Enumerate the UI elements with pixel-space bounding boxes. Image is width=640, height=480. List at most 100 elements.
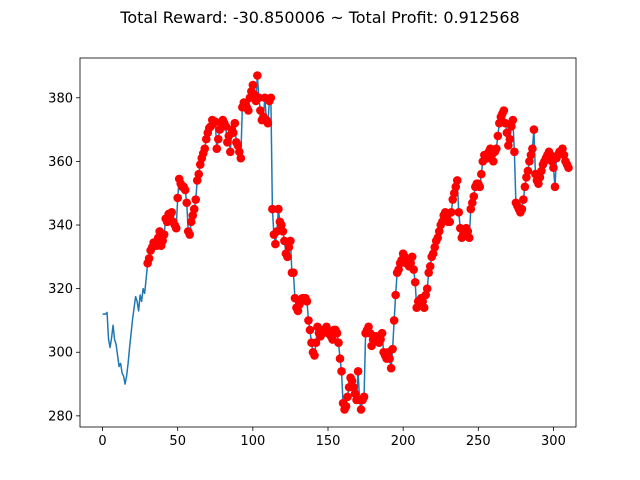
trade-marker	[410, 277, 420, 287]
trade-marker	[271, 239, 280, 249]
trade-marker	[353, 367, 363, 376]
trade-marker	[335, 354, 345, 363]
trade-marker	[159, 230, 169, 239]
trade-marker	[272, 227, 282, 236]
trade-marker	[386, 363, 396, 373]
trade-marker	[244, 106, 253, 115]
trade-marker	[144, 254, 154, 263]
x-tick-label: 200	[391, 434, 416, 449]
trade-marker	[289, 268, 298, 278]
trade-marker	[171, 223, 181, 233]
trade-marker	[191, 195, 201, 204]
trade-marker	[464, 233, 474, 243]
x-tick-label: 250	[466, 434, 491, 449]
trade-marker	[528, 144, 537, 153]
trade-marker	[505, 134, 515, 144]
trade-marker	[508, 115, 518, 125]
trade-marker	[310, 351, 319, 360]
x-tick-label: 0	[98, 434, 106, 449]
trade-markers	[143, 71, 573, 414]
trade-marker	[385, 354, 394, 363]
trade-marker	[510, 147, 519, 157]
trade-marker	[283, 252, 292, 262]
trade-marker	[212, 144, 222, 153]
trade-marker	[266, 93, 276, 103]
y-tick-label: 380	[48, 91, 73, 106]
x-axis: 0 50 100 150 200 250 300	[98, 427, 566, 449]
trade-marker	[337, 367, 346, 376]
trade-marker	[302, 297, 312, 306]
trade-marker	[189, 204, 199, 214]
y-axis: 280 300 320 340 360 380	[48, 91, 80, 424]
trade-marker	[493, 131, 503, 141]
trade-marker	[425, 262, 435, 271]
trade-marker	[263, 118, 273, 128]
trade-marker	[343, 392, 352, 402]
trade-marker	[529, 125, 539, 134]
trade-marker	[229, 128, 238, 138]
trade-marker	[359, 392, 369, 402]
y-tick-label: 340	[48, 219, 73, 234]
trade-marker	[254, 93, 264, 103]
trade-marker	[391, 290, 400, 300]
chart-title: Total Reward: -30.850006 ~ Total Profit:…	[119, 8, 519, 27]
trade-marker	[489, 157, 498, 166]
trade-marker	[519, 195, 528, 204]
x-tick-label: 300	[541, 434, 566, 449]
trade-marker	[549, 163, 558, 173]
trade-marker	[280, 236, 289, 246]
trade-marker	[173, 193, 182, 203]
y-tick-label: 320	[48, 282, 73, 297]
trade-marker	[200, 144, 210, 153]
trade-marker	[452, 176, 462, 185]
trade-marker	[248, 80, 258, 90]
x-tick-label: 100	[240, 434, 265, 449]
trade-marker	[389, 316, 399, 325]
y-tick-label: 300	[48, 346, 73, 361]
trade-marker	[446, 207, 456, 217]
trade-marker	[356, 405, 366, 414]
trade-marker	[499, 106, 509, 115]
trade-marker	[409, 265, 418, 274]
trade-marker	[477, 169, 486, 179]
trade-marker	[492, 144, 501, 153]
trade-marker	[520, 182, 530, 192]
trade-marker	[311, 338, 321, 348]
trade-marker	[550, 182, 560, 192]
trade-marker	[304, 316, 313, 325]
trade-marker	[502, 128, 512, 138]
trade-marker	[305, 325, 315, 335]
trade-marker	[469, 192, 479, 201]
trade-marker	[226, 147, 235, 157]
trade-marker	[332, 328, 342, 338]
trade-marker	[194, 169, 204, 179]
trade-marker	[523, 166, 533, 176]
trade-marker	[230, 118, 240, 128]
trade-marker	[185, 230, 195, 239]
trade-marker	[454, 207, 464, 217]
trade-marker	[278, 227, 288, 236]
trade-marker	[286, 236, 295, 246]
trade-marker	[445, 217, 455, 227]
trade-marker	[377, 328, 387, 338]
x-tick-label: 150	[316, 434, 341, 449]
trade-marker	[517, 204, 527, 214]
trade-marker	[388, 344, 397, 354]
trade-marker	[236, 153, 246, 163]
trade-marker	[341, 402, 351, 411]
y-tick-label: 360	[48, 155, 73, 170]
trade-marker	[167, 207, 176, 217]
trade-marker	[274, 204, 283, 214]
trade-marker	[334, 338, 343, 348]
trade-marker	[407, 252, 417, 262]
x-tick-label: 50	[169, 434, 186, 449]
trade-marker	[253, 71, 262, 80]
y-tick-label: 280	[48, 409, 73, 424]
trade-marker	[419, 303, 429, 313]
trade-marker	[564, 163, 573, 173]
trade-marker	[180, 185, 190, 195]
trade-marker	[182, 198, 192, 208]
trade-marker	[268, 204, 277, 214]
